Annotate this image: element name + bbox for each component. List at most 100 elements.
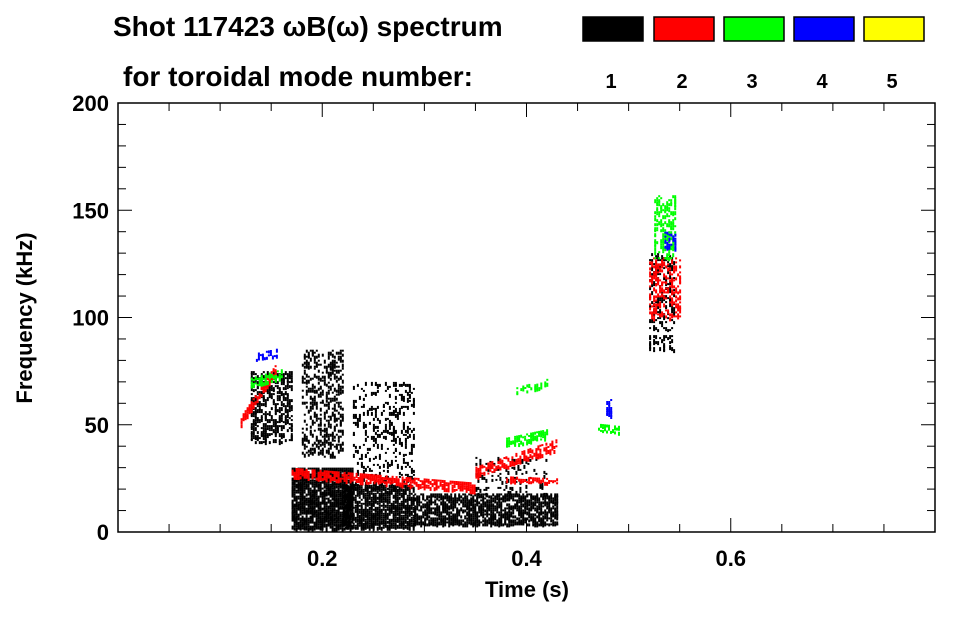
- spectrum-pixel: [252, 379, 255, 381]
- spectrum-pixel: [663, 313, 666, 316]
- spectrum-pixel: [264, 399, 267, 402]
- spectrum-pixel: [361, 479, 364, 483]
- spectrum-pixel: [384, 417, 387, 421]
- spectrum-pixel: [252, 411, 255, 416]
- spectrum-pixel: [323, 429, 326, 433]
- spectrum-pixel: [545, 442, 548, 446]
- spectrum-pixel: [535, 448, 538, 452]
- spectrum-pixel: [664, 209, 667, 213]
- spectrum-pixel: [539, 484, 542, 488]
- spectrum-pixel: [520, 480, 523, 484]
- spectrum-pixel: [301, 477, 304, 481]
- spectrum-pixel: [315, 519, 318, 523]
- spectrum-pixel: [288, 405, 291, 409]
- spectrum-pixel: [408, 385, 411, 390]
- spectrum-pixel: [519, 468, 522, 471]
- spectrum-pixel: [333, 489, 336, 493]
- spectrum-pixel: [462, 523, 465, 528]
- spectrum-pixel: [503, 457, 506, 459]
- spectrum-pixel: [540, 503, 543, 508]
- spectrum-pixel: [538, 479, 541, 484]
- spectrum-pixel: [420, 523, 423, 528]
- spectrum-pixel: [319, 395, 322, 398]
- spectrum-pixel: [329, 367, 332, 371]
- spectrum-pixel: [550, 480, 553, 483]
- spectrum-pixel: [500, 521, 503, 524]
- spectrum-pixel: [436, 507, 439, 511]
- spectrum-pixel: [379, 476, 382, 480]
- spectrum-pixel: [321, 435, 324, 438]
- spectrum-pixel: [400, 397, 403, 401]
- spectrum-pixel: [390, 459, 393, 463]
- spectrum-pixel: [544, 521, 547, 525]
- spectrum-pixel: [319, 521, 322, 524]
- spectrum-pixel: [671, 267, 674, 272]
- spectrum-pixel: [674, 247, 677, 252]
- spectrum-pixel: [672, 245, 675, 249]
- spectrum-pixel: [305, 423, 308, 426]
- spectrum-pixel: [553, 450, 556, 454]
- spectrum-pixel: [323, 483, 326, 486]
- spectrum-pixel: [663, 305, 666, 308]
- spectrum-pixel: [662, 229, 665, 233]
- spectrum-pixel: [467, 484, 470, 487]
- spectrum-pixel: [293, 491, 296, 494]
- spectrum-pixel: [468, 507, 471, 510]
- spectrum-pixel: [337, 519, 340, 522]
- spectrum-pixel: [339, 495, 342, 498]
- spectrum-pixel: [671, 313, 674, 317]
- spectrum-pixel: [321, 353, 324, 357]
- spectrum-pixel: [339, 477, 342, 480]
- spectrum-pixel: [458, 511, 461, 514]
- spectrum-pixel: [440, 523, 443, 526]
- spectrum-pixel: [368, 496, 371, 500]
- spectrum-pixel: [380, 500, 383, 503]
- spectrum-pixel: [538, 519, 541, 523]
- spectrum-pixel: [405, 477, 408, 480]
- spectrum-pixel: [366, 435, 369, 438]
- spectrum-pixel: [315, 525, 318, 530]
- x-axis-label: Time (s): [485, 577, 569, 602]
- spectrum-pixel: [512, 495, 515, 498]
- spectrum-pixel: [307, 485, 310, 488]
- spectrum-pixel: [321, 493, 324, 496]
- spectrum-pixel: [267, 350, 270, 354]
- spectrum-pixel: [665, 281, 668, 285]
- spectrum-pixel: [323, 423, 326, 427]
- spectrum-pixel: [492, 497, 495, 500]
- spectrum-pixel: [468, 493, 471, 496]
- spectrum-pixel: [668, 207, 671, 210]
- spectrum-pixel: [404, 465, 407, 468]
- spectrum-pixel: [398, 496, 401, 500]
- spectrum-pixel: [524, 503, 527, 506]
- spectrum-pixel: [258, 419, 261, 422]
- spectrum-pixel: [548, 523, 551, 527]
- spectrum-pixel: [665, 265, 668, 269]
- spectrum-pixel: [520, 388, 523, 392]
- spectrum-pixel: [307, 503, 310, 507]
- spectrum-pixel: [333, 407, 336, 412]
- spectrum-pixel: [412, 518, 415, 521]
- spectrum-pixel: [544, 481, 547, 486]
- spectrum-pixel: [423, 484, 426, 488]
- spectrum-pixel: [651, 317, 654, 320]
- spectrum-pixel: [270, 374, 273, 378]
- spectrum-pixel: [556, 513, 559, 517]
- spectrum-pixel: [406, 397, 409, 400]
- spectrum-pixel: [489, 465, 492, 469]
- spectrum-pixel: [305, 393, 308, 396]
- spectrum-pixel: [394, 518, 397, 522]
- spectrum-pixel: [444, 511, 447, 514]
- spectrum-pixel: [666, 207, 669, 212]
- spectrum-pixel: [252, 415, 255, 418]
- spectrum-pixel: [410, 429, 413, 433]
- spectrum-pixel: [655, 273, 658, 277]
- spectrum-pixel: [369, 476, 372, 479]
- spectrum-pixel: [649, 267, 652, 271]
- spectrum-pixel: [276, 381, 279, 385]
- spectrum-pixel: [664, 247, 667, 252]
- spectrum-pixel: [465, 487, 468, 490]
- spectrum-pixel: [377, 478, 380, 482]
- spectrum-pixel: [410, 506, 413, 510]
- spectrum-pixel: [270, 389, 273, 392]
